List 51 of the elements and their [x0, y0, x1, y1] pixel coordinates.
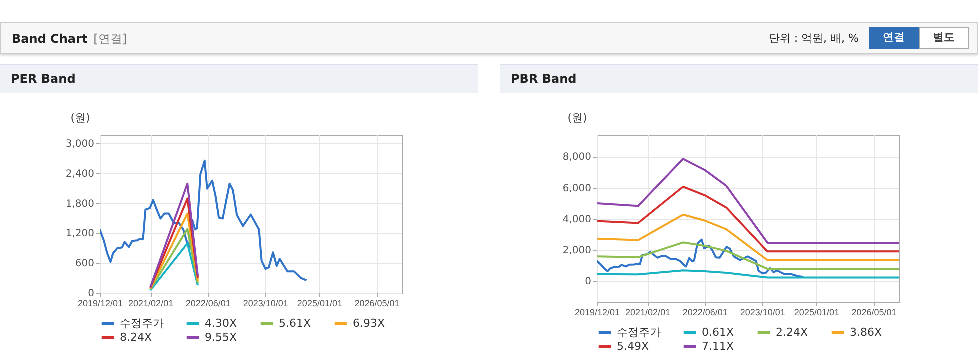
y-tick-label: 6,000 [562, 183, 592, 194]
legend-label: 5.49X [617, 340, 650, 353]
text: 단위 : 억원, 배, % [768, 30, 859, 46]
line-series [100, 160, 308, 282]
x-tick-label: 2022/06/01 [186, 298, 231, 308]
line-series [597, 242, 899, 270]
x-tick-label: 2026/05/01 [852, 308, 897, 318]
text: 별도 [919, 27, 969, 49]
x-tick-label: 2026/05/01 [354, 298, 400, 308]
legend-label: 9.55X [205, 331, 238, 344]
line-series [597, 270, 899, 279]
legend-label: 5.61X [279, 317, 312, 330]
x-tick-label: 2025/01/01 [297, 298, 342, 308]
x-tick-label: 2022/06/01 [682, 308, 728, 318]
legend-label: 4.30X [205, 317, 238, 330]
x-tick-label: 2019/12/01 [574, 308, 620, 318]
y-tick-label: 1,800 [66, 198, 94, 210]
y-tick-label: 3,000 [66, 138, 94, 150]
x-tick-label: 2025/01/01 [794, 308, 840, 318]
legend-label: 7.11X [702, 340, 734, 353]
y-tick-label: 600 [75, 258, 94, 270]
legend-label: 수정주가 [120, 317, 164, 330]
y-axis-title: (원) [568, 112, 588, 124]
y-tick-label: 8,000 [562, 152, 592, 164]
legend-label: 0.61X [702, 326, 734, 339]
y-tick-label: 2,400 [66, 168, 94, 180]
y-axis-title: (원) [70, 112, 90, 124]
text: 연결 [869, 27, 919, 49]
line-series [597, 238, 805, 278]
x-tick-label: 2023/10/01 [740, 308, 786, 318]
y-tick-label: 0 [585, 276, 592, 288]
text: Band Chart [12, 32, 88, 46]
chart-title: PER Band [0, 64, 478, 93]
legend-label: 2.24X [776, 326, 808, 339]
x-tick-label: 2021/02/01 [128, 298, 174, 308]
legend-label: 8.24X [120, 331, 152, 344]
x-tick-label: 2019/12/01 [78, 298, 124, 308]
x-tick-label: 2023/10/01 [243, 298, 288, 308]
text: [연결] [94, 32, 128, 46]
legend-label: 수정주가 [617, 326, 661, 339]
x-tick-label: 2021/02/01 [626, 308, 671, 318]
line-series [597, 214, 899, 262]
line-series [597, 186, 899, 253]
y-tick-label: 1,200 [66, 228, 94, 240]
y-tick-label: 4,000 [562, 214, 592, 226]
y-tick-label: 0 [88, 288, 94, 300]
legend-label: 6.93X [353, 317, 386, 330]
line-series [597, 158, 899, 244]
chart-title: PBR Band [500, 64, 978, 93]
y-tick-label: 2,000 [562, 245, 592, 256]
legend-label: 3.86X [850, 326, 882, 339]
